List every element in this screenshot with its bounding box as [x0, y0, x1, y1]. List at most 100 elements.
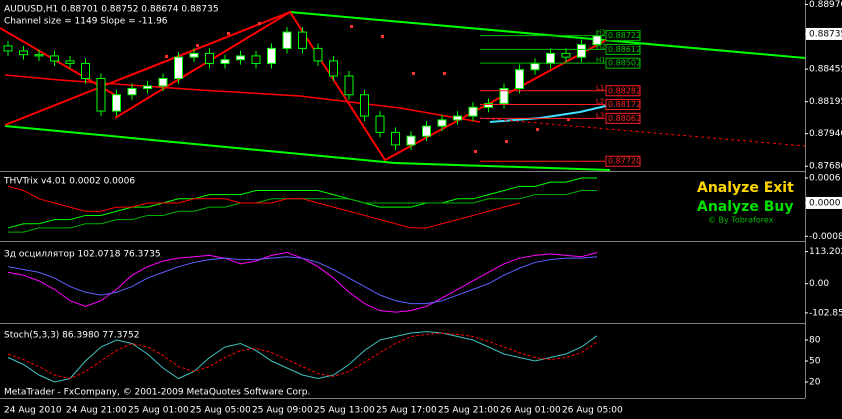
- main-title: AUDUSD,H1 0.88701 0.88752 0.88674 0.8873…: [4, 5, 219, 15]
- pivot-label-box: [605, 99, 641, 111]
- main-subtitle: Channel size = 1149 Slope = -11.96: [4, 17, 168, 27]
- y-tick-label: 0.88735: [809, 29, 842, 39]
- pivot-label-box: [605, 57, 641, 69]
- x-tick-label: 25 Aug 17:00: [376, 406, 437, 416]
- x-tick-label: 24 Aug 2010: [4, 406, 62, 416]
- y-tick-label: 0.00: [809, 279, 829, 289]
- candle-body: [267, 47, 276, 64]
- pivot-tag: L1: [596, 84, 604, 92]
- y-tick-label: 0.88455: [809, 65, 842, 75]
- x-tick-label: 25 Aug 21:00: [438, 406, 499, 416]
- candle-body: [96, 77, 106, 112]
- pivot-label-box: [605, 112, 641, 124]
- candle-body: [174, 56, 183, 79]
- candle-body: [530, 62, 540, 71]
- candle-body: [329, 60, 338, 77]
- candle-body: [236, 55, 245, 61]
- indicator-line: [7, 256, 598, 305]
- candle-body: [484, 103, 493, 108]
- pivot-tag: L2: [596, 98, 604, 106]
- candle-body: [19, 50, 28, 56]
- pivot-label: 0.88172: [608, 100, 641, 109]
- indicator-line: [7, 177, 597, 229]
- candle-body: [127, 88, 137, 96]
- channel-lower: [4, 125, 611, 171]
- pivot-tag: H2: [596, 42, 606, 50]
- y-tick-label: -102.855: [809, 308, 842, 318]
- candle-body: [205, 52, 214, 64]
- copyright-tag: © By Tobraforex: [708, 216, 774, 225]
- pivot-label-box: [605, 43, 641, 55]
- panel-frames: [0, 0, 806, 399]
- candle-body: [3, 45, 13, 52]
- sar-dot: [412, 72, 415, 75]
- candle-body: [391, 131, 400, 146]
- sar-dot: [381, 35, 384, 38]
- pivot-label: 0.88502: [608, 59, 641, 68]
- y-tick-label: 20: [809, 378, 821, 388]
- pivot-label-box: [605, 30, 641, 42]
- candle-body: [499, 88, 509, 105]
- pivot-label: 0.88062: [608, 114, 641, 123]
- moving-average: [4, 74, 481, 123]
- sar-dot: [505, 140, 508, 143]
- current-value-box: [806, 196, 842, 209]
- y-tick-label: 113.202: [809, 247, 842, 257]
- candle-body: [313, 47, 323, 62]
- pivot-label-box: [605, 85, 641, 97]
- candle-body: [220, 59, 230, 64]
- sar-dot: [536, 128, 539, 131]
- trend-line: [0, 27, 116, 96]
- oscillator-title: Зд осциллятор 102.0718 76.3735: [4, 250, 161, 260]
- candle-body: [546, 52, 555, 64]
- sar-dot: [443, 72, 446, 75]
- trend-line: [4, 11, 291, 126]
- candle-body: [577, 44, 586, 58]
- sar-dot: [165, 55, 168, 58]
- candle-body: [561, 52, 571, 58]
- overlay-lines: [0, 10, 806, 171]
- candle-body: [65, 60, 75, 64]
- x-tick-label: 25 Aug 09:00: [252, 406, 313, 416]
- sar-dot: [474, 150, 477, 153]
- candle-body: [50, 55, 59, 62]
- y-tick-label: 0.0000: [809, 198, 841, 208]
- candle-body: [112, 94, 121, 112]
- candle-body: [158, 77, 168, 87]
- candle-body: [298, 31, 307, 49]
- x-tick-label: 26 Aug 01:00: [500, 406, 561, 416]
- sar-dot: [258, 22, 261, 25]
- y-tick-label: 0.0006: [809, 173, 841, 183]
- sar-dot: [350, 25, 353, 28]
- sar-dot: [227, 32, 230, 35]
- indicator-line: [7, 185, 520, 229]
- channel-upper: [289, 11, 806, 59]
- candle-body: [375, 115, 385, 133]
- x-tick-label: 24 Aug 21:00: [66, 406, 127, 416]
- y-tick-label: 50: [809, 357, 821, 367]
- pivot-label: 0.88282: [608, 86, 641, 95]
- sar-dots: [165, 22, 570, 153]
- candle-body: [282, 31, 292, 49]
- candle-body: [468, 106, 478, 117]
- x-tick-label: 25 Aug 01:00: [128, 406, 189, 416]
- pivot-label: 0.88722: [608, 31, 641, 40]
- current-value-box: [806, 27, 842, 40]
- sar-dot: [196, 44, 199, 47]
- trix-title: THVTrix v4.01 0.0002 0.0006: [3, 177, 135, 187]
- candle-body: [406, 135, 416, 146]
- pivot-tag: L3: [596, 111, 604, 119]
- zigzag: [114, 10, 611, 162]
- candle-body: [81, 62, 90, 79]
- pivot-tag: H1: [596, 56, 606, 64]
- pivot-tag: H3: [596, 29, 606, 37]
- analyze-exit: Analyze Exit: [697, 180, 794, 196]
- x-tick-label: 26 Aug 05:00: [562, 406, 623, 416]
- sar-dot: [567, 118, 570, 121]
- analyze-buy: Analyze Buy: [697, 199, 793, 215]
- y-tick-label: -0.0008: [809, 232, 842, 242]
- candle-body: [344, 75, 354, 96]
- pivot-label-box: [605, 155, 641, 167]
